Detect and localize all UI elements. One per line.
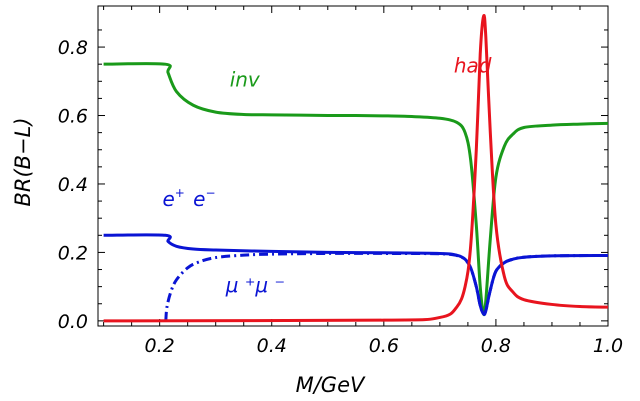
series-label-had: had [454,54,492,78]
plot-frame [97,5,609,327]
y-axis-title: BR(B−L) [11,117,35,206]
x-tick-label: 0.8 [481,335,511,357]
x-tick-label: 0.4 [257,335,287,357]
series-line-inv [103,62,609,317]
y-tick-label: 0.4 [58,174,88,196]
series-line-series [164,251,609,321]
series-label-mumu: μ ⁺μ ⁻ [225,273,285,297]
x-tick-label: 0.6 [369,335,399,357]
series-label-ee: e+ e− [162,186,215,211]
x-axis: 0.2 0.4 0.6 0.8 1.0 [103,6,623,357]
y-tick-label: 0.8 [58,37,88,59]
y-tick-label: 0.2 [58,242,88,264]
x-axis-title: M/GeV [296,373,366,397]
y-tick-label: 0.6 [58,106,88,128]
x-tick-label: 1.0 [593,335,623,357]
series-layer [103,14,609,323]
y-axis: 0.0 0.2 0.4 0.6 0.8 [58,29,608,333]
x-tick-label: 0.2 [145,335,175,357]
y-tick-label: 0.0 [58,311,88,333]
series-label-inv: inv [230,67,261,91]
series-labels: inv had e+ e− μ ⁺μ ⁻ [162,54,491,297]
series-line-had [103,14,609,323]
